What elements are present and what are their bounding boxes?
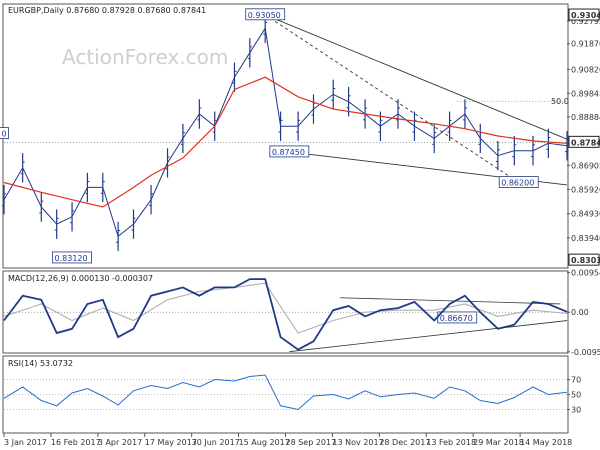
- macd-pane-title: MACD(12,26,9) 0.000130 -0.000307: [8, 274, 153, 283]
- x-axis-tick-label: 30 Jun 2017: [192, 438, 240, 447]
- price-annotation: 0.93050: [245, 8, 286, 21]
- macd-y-tick-label: -0.009538: [571, 348, 600, 357]
- x-axis-tick-label: 16 Feb 2017: [51, 438, 101, 447]
- price-series-line: [3, 26, 568, 238]
- price-level-label: 0.83030: [571, 256, 600, 265]
- price-annotation-label: 0: [2, 130, 7, 139]
- price-level-box: [568, 8, 600, 21]
- price-y-tick-label: 0.88884: [571, 113, 600, 122]
- price-annotation-box: [0, 127, 9, 139]
- price-annotation: 0: [0, 127, 9, 139]
- price-annotation-label: 0.87450: [272, 148, 305, 157]
- price-annotation-label: 0.93050: [248, 11, 281, 20]
- x-axis-tick-label: 13 Feb 2018: [426, 438, 476, 447]
- rsi-y-tick-label: 50: [571, 391, 581, 400]
- price-annotation: 0.87450: [269, 145, 310, 158]
- price-level-box: [568, 135, 600, 148]
- x-axis-tick-label: 3 Jan 2017: [4, 438, 47, 447]
- rsi-pane-title: RSI(14) 53.0732: [8, 359, 73, 368]
- price-level-label: 0.87841: [571, 138, 600, 147]
- price-annotation: 0.86200: [498, 176, 539, 188]
- price-y-tick-label: 0.86905: [571, 161, 600, 170]
- rsi-y-tick-label: 30: [571, 406, 581, 415]
- macd-layer: 0.00954 0.00 -0.009538: [3, 269, 600, 357]
- x-axis-tick-label: 28 Dec 2017: [379, 438, 430, 447]
- price-y-tick-label: 0.89845: [571, 89, 600, 98]
- price-level-badge: 0.83030: [568, 253, 600, 266]
- x-axis-tick-label: 29 Mar 2018: [473, 438, 524, 447]
- macd-trendline: [289, 320, 568, 353]
- macd-y-tick-label: 0.00954: [571, 269, 600, 278]
- price-annotation-label: 0.83120: [55, 254, 88, 263]
- macd-signal-line: [3, 282, 568, 334]
- x-axis-tick-label: 17 May 2017: [145, 438, 197, 447]
- price-trendline: [264, 14, 519, 183]
- price-level-badge: 0.87841: [568, 135, 600, 148]
- price-level-box: [568, 253, 600, 266]
- rsi-line: [3, 374, 568, 411]
- rsi-layer: 70 50 30: [3, 374, 581, 415]
- price-pane-title: EURGBP,Daily 0.87680 0.87928 0.87680 0.8…: [8, 6, 206, 15]
- price-annotation-label: 0.86670: [440, 314, 473, 323]
- price-annotation: 0.86670: [437, 311, 478, 324]
- price-annotation-box: [269, 145, 310, 158]
- price-level-label: 50.0: [551, 97, 569, 106]
- price-trendline: [265, 14, 568, 140]
- watermark: ActionForex.com: [62, 45, 228, 69]
- price-y-tick-label: 0.92795: [571, 17, 600, 26]
- price-annotation-box: [245, 8, 286, 21]
- price-annotation-label: 0.86200: [501, 179, 534, 188]
- x-axis-tick-label: 15 Aug 2017: [239, 438, 290, 447]
- x-axis-tick-label: 13 Nov 2017: [332, 438, 383, 447]
- x-axis-tick-label: 28 Sep 2017: [286, 438, 337, 447]
- macd-trendline: [339, 297, 561, 305]
- price-annotation-box: [52, 251, 92, 264]
- x-axis-tick-label: 14 May 2018: [520, 438, 572, 447]
- price-annotation: 0.83120: [52, 251, 92, 264]
- rsi-y-tick-label: 70: [571, 376, 581, 385]
- price-annotation-box: [498, 176, 539, 188]
- price-moving-average: [3, 76, 568, 208]
- macd-y-tick-label: 0.00: [571, 308, 589, 317]
- x-axis-tick-label: 3 Apr 2017: [98, 438, 142, 447]
